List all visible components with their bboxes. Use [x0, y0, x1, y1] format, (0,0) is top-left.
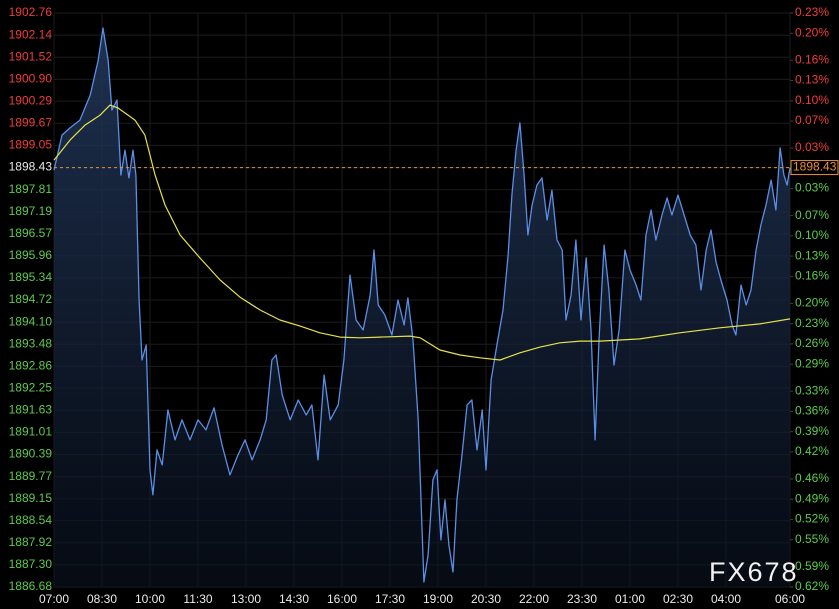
y-tick-label: 1890.39 [9, 447, 53, 461]
last-price-label: 1898.43 [793, 160, 837, 174]
y2-tick-label: 0.59% [795, 559, 829, 573]
y-tick-label: 1895.96 [9, 248, 53, 262]
y2-tick-label: 0.16% [795, 269, 829, 283]
x-tick-label: 10:00 [135, 592, 165, 606]
y-tick-label: 1899.67 [9, 115, 53, 129]
y-tick-label: 1900.90 [9, 72, 53, 86]
y2-tick-label: 0.36% [795, 404, 829, 418]
x-tick-label: 22:00 [519, 592, 549, 606]
x-tick-label: 20:30 [471, 592, 501, 606]
x-tick-label: 19:00 [423, 592, 453, 606]
y2-tick-label: 0.26% [795, 336, 829, 350]
y-tick-label: 1894.10 [9, 314, 53, 328]
x-tick-label: 04:00 [711, 592, 741, 606]
y2-tick-label: 0.29% [795, 356, 829, 370]
price-area [54, 28, 790, 587]
y2-tick-label: 0.03% [795, 181, 829, 195]
y-tick-label: 1902.76 [9, 5, 53, 19]
y-tick-label: 1887.30 [9, 557, 53, 571]
x-tick-label: 17:30 [375, 592, 405, 606]
x-tick-label: 07:00 [39, 592, 69, 606]
y-tick-label: 1892.86 [9, 359, 53, 373]
y-tick-label: 1895.34 [9, 270, 53, 284]
y-tick-label: 1898.43 [9, 160, 53, 174]
y2-tick-label: 0.39% [795, 424, 829, 438]
x-tick-label: 14:30 [279, 592, 309, 606]
y-tick-label: 1888.54 [9, 513, 53, 527]
y2-tick-label: 0.42% [795, 444, 829, 458]
y-tick-label: 1891.63 [9, 402, 53, 416]
x-tick-label: 13:00 [231, 592, 261, 606]
y-tick-label: 1896.57 [9, 226, 53, 240]
y2-tick-label: 0.20% [795, 25, 829, 39]
y2-tick-label: 0.07% [795, 208, 829, 222]
y-tick-label: 1900.29 [9, 93, 53, 107]
y2-tick-label: 0.10% [795, 93, 829, 107]
x-tick-label: 01:00 [615, 592, 645, 606]
y2-tick-label: 0.07% [795, 113, 829, 127]
y2-tick-label: 0.23% [795, 316, 829, 330]
y2-tick-label: 0.20% [795, 296, 829, 310]
y2-tick-label: 0.23% [795, 5, 829, 19]
y2-tick-label: 0.55% [795, 532, 829, 546]
y-tick-label: 1901.52 [9, 49, 53, 63]
y-tick-label: 1889.15 [9, 491, 53, 505]
x-tick-label: 08:30 [87, 592, 117, 606]
y2-tick-label: 0.52% [795, 512, 829, 526]
y2-tick-label: 0.62% [795, 579, 829, 593]
y-tick-label: 1891.01 [9, 425, 53, 439]
average-line [53, 104, 791, 361]
y-tick-label: 1886.68 [9, 579, 53, 593]
x-tick-label: 16:00 [327, 592, 357, 606]
y2-tick-label: 0.03% [795, 140, 829, 154]
x-tick-label: 06:00 [775, 592, 805, 606]
y-tick-label: 1897.81 [9, 182, 53, 196]
y-tick-label: 1893.48 [9, 336, 53, 350]
x-tick-label: 23:30 [567, 592, 597, 606]
price-line [53, 27, 791, 583]
watermark: FX678 [709, 557, 799, 587]
y2-tick-label: 0.13% [795, 73, 829, 87]
y-tick-label: 1899.05 [9, 138, 53, 152]
x-tick-label: 02:30 [663, 592, 693, 606]
y-tick-label: 1887.92 [9, 535, 53, 549]
x-tick-label: 11:30 [183, 592, 212, 606]
y2-tick-label: 0.10% [795, 228, 829, 242]
y-tick-label: 1892.25 [9, 380, 53, 394]
y-tick-label: 1897.19 [9, 204, 53, 218]
y2-tick-label: 0.16% [795, 52, 829, 66]
y2-tick-label: 0.49% [795, 491, 829, 505]
y2-tick-label: 0.33% [795, 383, 829, 397]
y-tick-label: 1902.14 [9, 27, 53, 41]
y-tick-label: 1894.72 [9, 292, 53, 306]
y2-tick-label: 0.46% [795, 471, 829, 485]
y-tick-label: 1889.77 [9, 469, 53, 483]
last-price-box [790, 160, 839, 176]
y2-tick-label: 0.13% [795, 248, 829, 262]
